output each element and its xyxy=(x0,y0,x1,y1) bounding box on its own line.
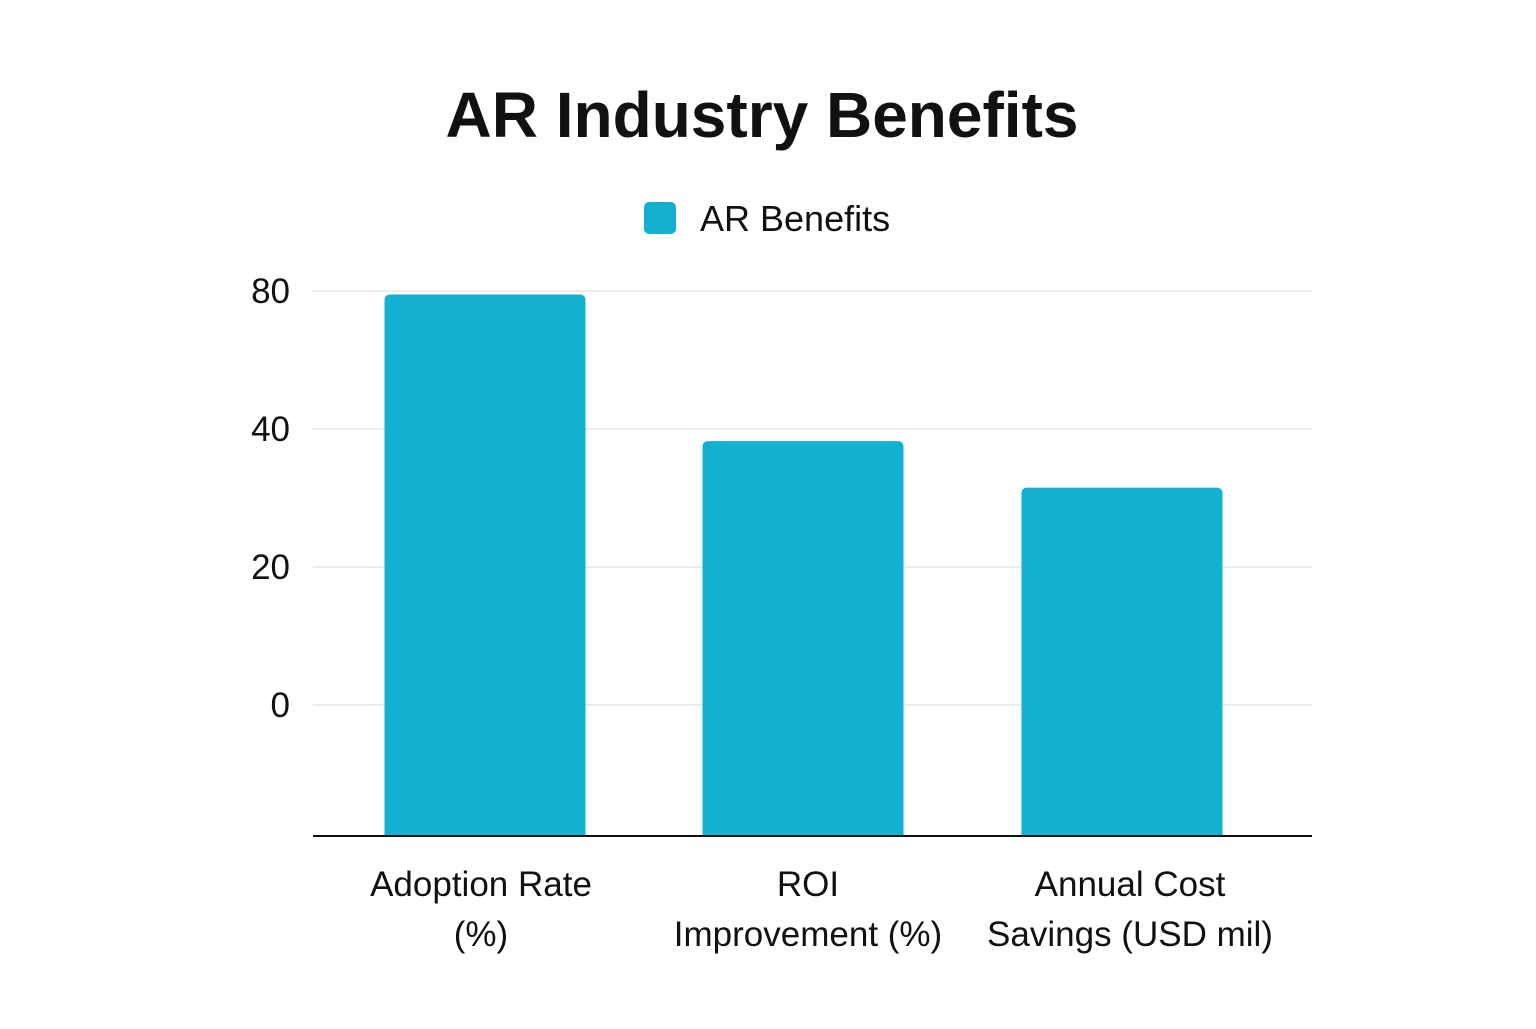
legend-swatch xyxy=(644,202,676,234)
x-category-label: Adoption Rate (%) xyxy=(370,865,592,954)
bar-2 xyxy=(702,441,904,836)
legend: AR Benefits xyxy=(644,198,890,239)
y-tick-label: 20 xyxy=(251,548,290,587)
bar-1 xyxy=(384,294,586,836)
y-axis-ticks: 80 40 20 0 xyxy=(251,272,290,725)
x-category-label: Annual Cost Savings (USD mil) xyxy=(987,865,1273,954)
y-tick-label: 40 xyxy=(251,410,290,449)
x-axis-labels: Adoption Rate (%) ROI Improvement (%) Annual… xyxy=(370,865,1273,954)
x-category-label: ROI Improvement (%) xyxy=(674,865,942,954)
bars xyxy=(384,294,1223,836)
bar-3 xyxy=(1021,487,1223,836)
y-tick-label: 0 xyxy=(271,686,290,725)
y-tick-label: 80 xyxy=(251,272,290,311)
legend-label: AR Benefits xyxy=(700,198,890,239)
chart-title: AR Industry Benefits xyxy=(446,79,1079,151)
